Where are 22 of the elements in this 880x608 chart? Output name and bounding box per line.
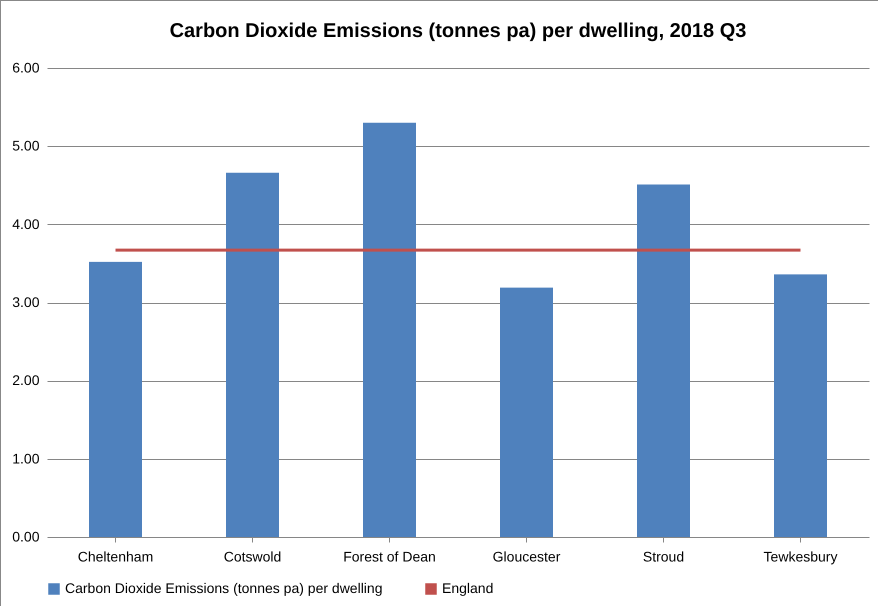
bar (637, 184, 690, 537)
x-tick-label: Tewkesbury (764, 548, 838, 564)
bar (774, 274, 827, 537)
bar (500, 288, 553, 537)
bar (363, 122, 416, 537)
x-tick-label: Forest of Dean (343, 548, 436, 564)
bar (89, 262, 142, 537)
y-tick-label: 6.00 (12, 60, 40, 76)
x-tick-label: Cotswold (224, 548, 282, 564)
x-tick-label: Stroud (642, 548, 684, 564)
y-tick-label: 1.00 (12, 450, 40, 466)
y-tick-label: 5.00 (12, 138, 40, 154)
y-tick-label: 2.00 (12, 372, 40, 388)
bar (226, 172, 279, 537)
chart-title: Carbon Dioxide Emissions (tonnes pa) per dwelling, 2018 Q3 (170, 20, 746, 42)
legend-label: Carbon Dioxide Emissions (tonnes pa) per dwelling (65, 580, 382, 596)
y-tick-label: 3.00 (12, 294, 40, 310)
x-tick-label: Gloucester (492, 548, 561, 564)
y-tick-label: 4.00 (12, 216, 40, 232)
y-tick-label: 0.00 (12, 528, 40, 544)
legend-label: England (442, 580, 494, 596)
x-tick-label: Cheltenham (78, 548, 154, 564)
